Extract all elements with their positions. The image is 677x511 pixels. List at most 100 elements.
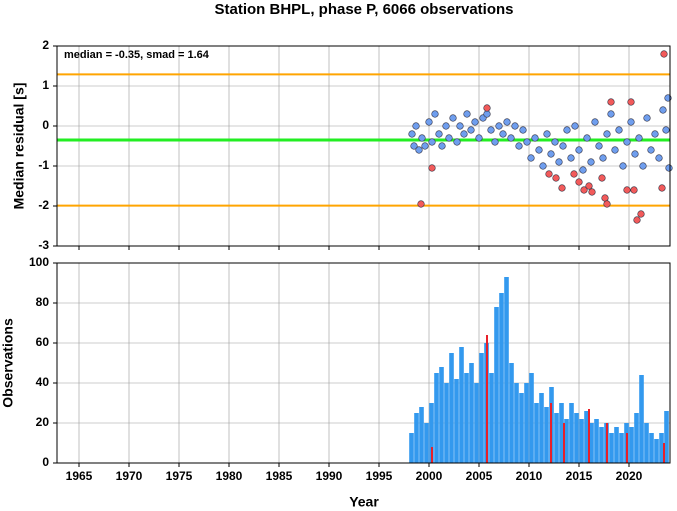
data-point [633,216,641,224]
data-point [531,134,539,142]
y-tick-label: 2 [42,38,49,52]
data-point [421,142,429,150]
bar [606,423,608,463]
bar [519,393,524,463]
bar [644,423,649,463]
data-point [408,130,416,138]
x-tick-label: 2015 [566,469,593,483]
data-point [631,150,639,158]
bar [626,433,628,463]
bar [486,335,488,463]
annotation: median = -0.35, smad = 1.64 [64,49,210,61]
x-tick-label: 2005 [466,469,493,483]
data-point [551,138,559,146]
data-point [547,150,555,158]
y-axis-label: Median residual [s] [11,83,27,210]
data-point [623,186,631,194]
data-point [487,126,495,134]
y-tick-label: 60 [36,335,50,349]
x-tick-label: 1995 [366,469,393,483]
data-point [552,174,560,182]
data-point [637,210,645,218]
bar [563,423,565,463]
y-tick-label: 40 [36,375,50,389]
bar [564,419,569,463]
data-point [588,188,596,196]
bar [409,433,414,463]
bar [614,427,619,463]
data-point [595,142,603,150]
chart-title: Station BHPL, phase P, 6066 observations [215,1,514,18]
bar [569,403,574,463]
bar [499,293,504,463]
data-point [601,194,609,202]
data-point [635,134,643,142]
bar [449,353,454,463]
bar [429,403,434,463]
data-point [418,134,426,142]
data-point [647,146,655,154]
bar [494,307,499,463]
data-point [623,138,631,146]
bar [584,411,589,463]
bar [550,403,552,463]
data-point [475,134,483,142]
bar [579,419,584,463]
bar [474,383,479,463]
plot-frame [56,262,671,464]
bar [588,409,590,463]
bar [439,367,444,463]
bar [589,423,594,463]
y-tick-label: 0 [42,118,49,132]
data-point [567,154,575,162]
x-tick-label: 2000 [416,469,443,483]
x-tick-label: 1970 [116,469,143,483]
data-point [598,174,606,182]
data-point [665,164,673,172]
bar [634,413,639,463]
bar [529,373,534,463]
data-point [619,162,627,170]
bar [464,373,469,463]
data-point [563,126,571,134]
data-point [442,122,450,130]
y-tick-label: -2 [38,198,49,212]
bar [659,433,664,463]
bar [654,439,659,463]
data-point [483,104,491,112]
data-point [539,162,547,170]
bar [419,407,424,463]
data-point [527,154,535,162]
x-tick-label: 1965 [66,469,93,483]
data-point [587,158,595,166]
data-point [415,146,423,154]
data-point [603,130,611,138]
data-point [471,118,479,126]
data-point [607,110,615,118]
data-point [435,130,443,138]
data-point [571,122,579,130]
bar [469,363,474,463]
bar [539,393,544,463]
data-point [431,110,439,118]
data-point [639,162,647,170]
data-point [453,138,461,146]
plot-area [57,50,673,224]
bar [509,363,514,463]
data-point [603,200,611,208]
bar [489,373,494,463]
data-point [643,114,651,122]
bar [639,375,644,463]
data-point [460,130,468,138]
data-point [599,154,607,162]
data-point [651,130,659,138]
data-point [535,146,543,154]
data-point [559,142,567,150]
bar [431,447,433,463]
bar [414,413,419,463]
bar [629,427,634,463]
data-point [523,138,531,146]
data-point [412,122,420,130]
bar [454,379,459,463]
data-point [456,122,464,130]
